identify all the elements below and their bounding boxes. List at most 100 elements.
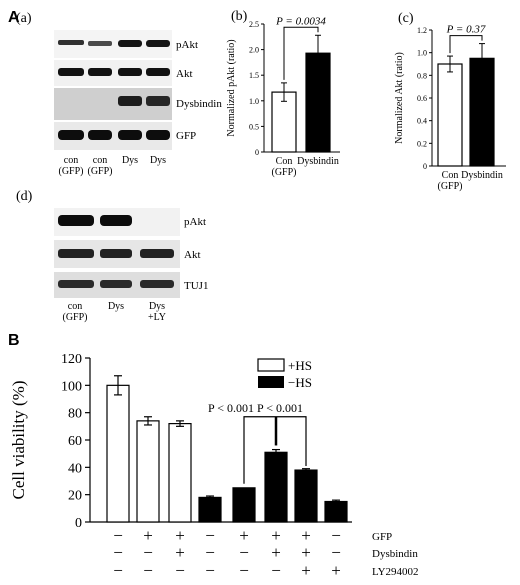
condition-sign: +	[301, 561, 311, 580]
significance-label: P = 0.37	[446, 24, 486, 36]
bar	[305, 52, 331, 153]
condition-table: − + + − + + + − GFP− − + − − + + − Dysbindin− − − − − − + + LY29…	[113, 526, 418, 580]
y-tick-label: 1.5	[249, 71, 259, 80]
blot-d-label: (d)	[16, 189, 33, 204]
blot-a-lane-label: con	[64, 155, 78, 166]
blot-a-lane-label: con	[93, 155, 107, 166]
y-axis-label: Cell viability (%)	[9, 381, 28, 500]
blot-d-lane-label: con	[68, 301, 82, 312]
blot-d-lane-label: Dys	[108, 301, 124, 312]
band	[146, 130, 170, 140]
bar	[437, 63, 463, 167]
chart-b-panel-label: (b)	[231, 9, 248, 24]
condition-sign: −	[143, 561, 153, 580]
blot-d-row-label: TUJ1	[184, 280, 208, 292]
blot-a-lane-label: Dys	[150, 155, 166, 166]
band	[100, 215, 132, 226]
condition-row-label: GFP	[372, 531, 392, 543]
condition-sign: −	[331, 543, 341, 562]
blot-d-lane-label: (GFP)	[62, 312, 87, 323]
condition-sign: +	[143, 526, 153, 545]
blot-a-label: (a)	[16, 11, 32, 26]
blot-a-lane-label: (GFP)	[58, 166, 83, 177]
y-tick-label: 60	[68, 434, 82, 449]
y-tick-label: 120	[61, 352, 82, 367]
bar	[469, 57, 495, 167]
bar	[264, 451, 288, 523]
chart-viability: 0 20 40 60 80 100 120 Cell viability (%) P < 0.0…	[9, 352, 352, 531]
condition-sign: +	[175, 543, 185, 562]
band	[118, 68, 142, 76]
condition-sign: −	[331, 526, 341, 545]
blot-a-row-label: pAkt	[176, 39, 198, 51]
band	[100, 280, 132, 288]
significance-bracket	[283, 26, 319, 80]
band	[146, 96, 170, 106]
significance-label: P < 0.001	[257, 401, 303, 415]
blot-a-row-label: Dysbindin	[176, 98, 222, 110]
y-tick-label: 80	[68, 407, 82, 422]
condition-sign: +	[271, 543, 281, 562]
panel-a-label: A	[8, 9, 20, 26]
y-tick-label: 0	[255, 148, 259, 157]
condition-row-label: LY294002	[372, 566, 419, 578]
blot-d	[54, 208, 180, 298]
y-tick-label: 1.0	[249, 97, 259, 106]
condition-sign: +	[175, 526, 185, 545]
band	[146, 40, 170, 47]
legend-label-hs-minus: −HS	[288, 375, 312, 390]
bar	[198, 496, 222, 523]
y-tick-label: 0.2	[417, 139, 427, 148]
blot-a-row-label: Akt	[176, 68, 193, 80]
band	[88, 130, 112, 140]
blot-a	[54, 30, 172, 150]
y-tick-label: 2.5	[249, 20, 259, 29]
panel-b-label: B	[8, 332, 20, 349]
band	[88, 41, 112, 46]
legend-swatch-hs-plus	[257, 358, 285, 372]
y-tick-label: 1.2	[417, 26, 427, 35]
band	[58, 280, 94, 288]
band	[118, 130, 142, 140]
x-category-label: Dysbindin	[461, 170, 503, 181]
condition-sign: −	[239, 561, 249, 580]
legend-label-hs-plus: +HS	[288, 358, 312, 373]
condition-sign: +	[271, 526, 281, 545]
condition-sign: +	[301, 526, 311, 545]
y-tick-label: 0.6	[417, 94, 427, 103]
y-tick-label: 1.0	[417, 49, 427, 58]
bar	[232, 487, 256, 523]
y-tick-label: 2.0	[249, 46, 259, 55]
y-tick-label: 0	[423, 162, 427, 171]
x-category-label: Con	[442, 170, 459, 181]
condition-sign: −	[113, 561, 123, 580]
chart-c: (c) 0 0.2 0.4 0.6 0.8 1.0 1.2 Normalized Akt (ra…	[394, 11, 506, 192]
band	[58, 215, 94, 226]
bar	[271, 91, 297, 153]
condition-sign: −	[113, 543, 123, 562]
y-tick-label: 0.4	[417, 117, 427, 126]
x-category-label: Dysbindin	[297, 156, 339, 167]
band	[58, 249, 94, 258]
blot-a-row-label: GFP	[176, 130, 196, 142]
bar	[324, 500, 348, 523]
condition-sign: −	[205, 543, 215, 562]
significance-label: P = 0.0034	[275, 15, 326, 27]
band	[100, 249, 132, 258]
condition-sign: −	[205, 561, 215, 580]
y-tick-label: 40	[68, 461, 82, 476]
band	[58, 130, 84, 140]
condition-sign: −	[205, 526, 215, 545]
y-axis-label: Normalized pAkt (ratio)	[226, 39, 237, 136]
bar	[168, 423, 192, 523]
bar	[294, 469, 318, 523]
blot-d-row-label: Akt	[184, 249, 201, 261]
blot-d-lane-label: +LY	[148, 312, 166, 323]
band	[140, 280, 174, 288]
condition-sign: +	[239, 526, 249, 545]
condition-sign: −	[143, 543, 153, 562]
condition-sign: +	[301, 543, 311, 562]
blot-d-row-label: pAkt	[184, 216, 206, 228]
bar	[136, 420, 160, 523]
